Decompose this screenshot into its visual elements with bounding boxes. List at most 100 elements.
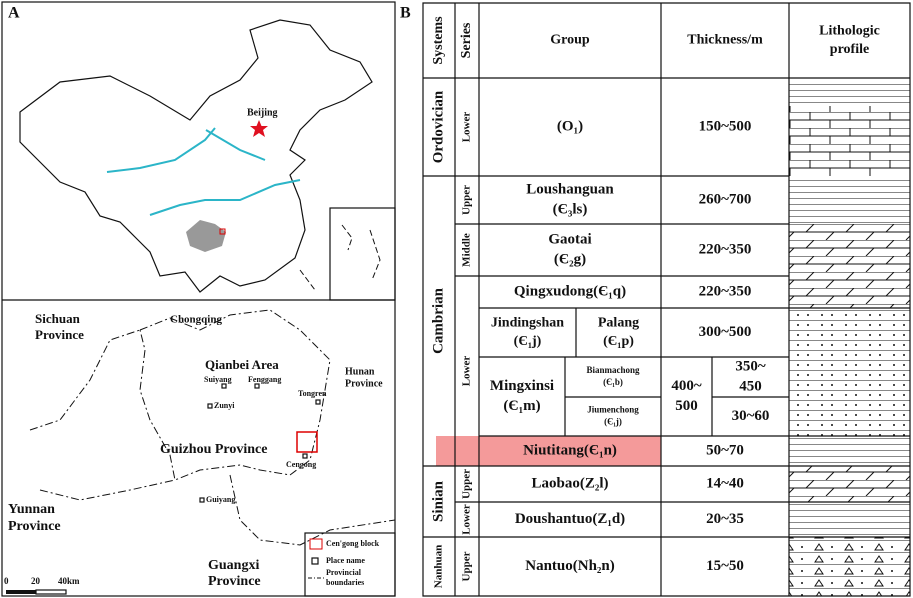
- group: (O₁): [557, 118, 583, 134]
- header: Series: [459, 22, 474, 58]
- series: Lower: [461, 112, 473, 143]
- scale-bar: [35, 589, 67, 595]
- legend-frame: [304, 532, 396, 597]
- group: Doushantuo(Z₁d): [515, 511, 625, 527]
- group: (Є₂g): [554, 252, 586, 268]
- thickness: 150~500: [699, 118, 752, 134]
- place-marker: [254, 383, 260, 389]
- group: Jiumenchong: [587, 404, 639, 414]
- place-marker: [302, 453, 308, 459]
- place-marker: [221, 383, 227, 389]
- thickness: 50~70: [706, 442, 744, 458]
- system: Cambrian: [430, 287, 446, 353]
- inset-boundary: [299, 224, 381, 291]
- litho-pattern: [789, 176, 910, 224]
- litho-pattern: [789, 224, 910, 308]
- place-label: Guiyang: [206, 495, 235, 504]
- group: (Є₁j): [514, 334, 542, 349]
- scale-label: 40km: [58, 576, 80, 586]
- place-label: Tongren: [298, 389, 327, 398]
- inset-frame: [329, 207, 396, 301]
- system: Ordovician: [430, 90, 446, 163]
- series: Upper: [461, 551, 473, 581]
- group: Niutitang(Є₁n): [523, 442, 617, 458]
- legend-swatch: [309, 538, 323, 550]
- thickness: 20~35: [706, 511, 744, 527]
- header: Systems: [431, 16, 446, 65]
- header: Group: [550, 33, 590, 48]
- region-label: Province: [208, 574, 261, 589]
- city-label: Beijing: [247, 107, 278, 118]
- cengong-block: [296, 431, 318, 453]
- legend-label: boundaries: [326, 578, 364, 587]
- thickness: 260~700: [699, 191, 752, 207]
- panel-a-frame: [1, 1, 396, 597]
- litho-pattern: [789, 436, 910, 466]
- place-label: Cengong: [286, 460, 316, 469]
- system: Nanhuan: [433, 545, 445, 588]
- region-label: Province: [35, 327, 84, 342]
- region-label: Province: [345, 378, 383, 389]
- thickness: 500: [675, 398, 698, 414]
- series: Lower: [461, 504, 473, 535]
- river: [106, 127, 301, 216]
- place-marker: [199, 497, 205, 503]
- thickness: 30~60: [732, 408, 770, 424]
- thickness: 300~500: [699, 324, 752, 340]
- group: (Є₁m): [503, 398, 540, 414]
- legend-swatch: [311, 557, 319, 565]
- series: Middle: [461, 233, 473, 267]
- group: (Є₁p): [603, 334, 634, 349]
- region-label: Hunan: [345, 366, 375, 377]
- place-marker: [207, 403, 213, 409]
- group: (Є₃ls): [553, 202, 588, 218]
- group: Bianmachong: [586, 365, 640, 375]
- series: Upper: [461, 185, 473, 215]
- group: Mingxinsi: [490, 378, 554, 394]
- highlight-cell: [436, 436, 661, 466]
- group: Qingxudong(Є₁q): [514, 283, 626, 299]
- system: Sinian: [430, 480, 446, 522]
- header: profile: [830, 42, 869, 57]
- region-label: Province: [8, 519, 61, 534]
- header: Lithologic: [819, 23, 880, 38]
- region-label: Sichuan: [35, 311, 81, 326]
- group: Palang: [598, 315, 639, 330]
- thickness: 350~: [735, 358, 766, 374]
- legend-label: Provincial: [326, 568, 362, 577]
- place-label: Fenggang: [248, 375, 281, 384]
- region-label: Qianbei Area: [205, 357, 279, 372]
- region-label: Chongqing: [170, 314, 222, 326]
- thickness: 14~40: [706, 475, 744, 491]
- place-marker: [315, 399, 321, 405]
- litho-pattern: [789, 106, 910, 176]
- capital-star: [250, 120, 268, 137]
- thickness: 15~50: [706, 558, 744, 574]
- scale-label: 20: [31, 576, 41, 586]
- scale-bar: [6, 590, 36, 594]
- litho-pattern: [789, 466, 910, 502]
- panel-label: A: [8, 5, 20, 22]
- litho-pattern: [789, 537, 910, 596]
- china-outline: [19, 19, 373, 293]
- legend-label: Place name: [326, 556, 365, 565]
- region-label: Guizhou Province: [160, 442, 267, 457]
- scale-label: 0: [4, 576, 9, 586]
- litho-pattern: [789, 308, 910, 436]
- header: Thickness/m: [687, 33, 763, 48]
- group: Nantuo(Nh₂n): [525, 558, 615, 574]
- thickness: 450: [739, 379, 762, 395]
- thickness: 220~350: [699, 283, 752, 299]
- group: Gaotai: [548, 231, 591, 247]
- place-label: Zunyi: [214, 401, 235, 410]
- table-grid: [422, 2, 911, 597]
- panel-label: B: [400, 5, 411, 22]
- litho-pattern: [789, 78, 910, 106]
- place-label: Suiyang: [204, 375, 232, 384]
- group: Loushanguan: [526, 181, 614, 197]
- group: Laobao(Z₂l): [531, 475, 608, 491]
- thickness: 220~350: [699, 241, 752, 257]
- region-label: Yunnan: [8, 502, 55, 517]
- legend-label: Cen'gong block: [326, 539, 380, 548]
